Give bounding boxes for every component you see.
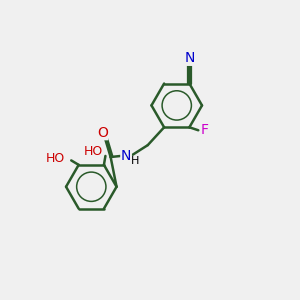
Text: N: N [184, 51, 195, 65]
Text: F: F [201, 123, 209, 137]
Text: HO: HO [46, 152, 65, 165]
Text: H: H [131, 157, 139, 166]
Text: O: O [97, 126, 108, 140]
Text: HO: HO [83, 145, 103, 158]
Text: N: N [121, 148, 131, 163]
